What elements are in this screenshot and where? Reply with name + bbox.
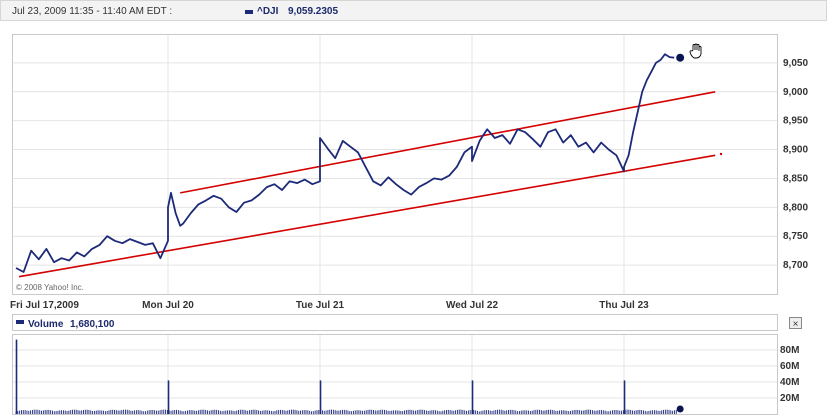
price-y-tick-label: 8,700	[783, 260, 808, 271]
current-volume-marker	[676, 405, 684, 413]
range-text: Jul 23, 2009 11:35 - 11:40 AM EDT :	[12, 6, 172, 17]
series-legend-symbol: ^DJI	[257, 6, 279, 17]
price-x-tick-label: Mon Jul 20	[142, 300, 194, 311]
series-legend-swatch	[245, 10, 253, 14]
volume-legend-swatch	[16, 320, 24, 324]
price-y-tick-label: 8,800	[783, 202, 808, 213]
price-x-tick-label: Wed Jul 22	[446, 300, 498, 311]
price-y-tick-label: 9,050	[783, 58, 808, 69]
volume-gridlines	[13, 335, 777, 414]
price-x-tick-label: Tue Jul 21	[296, 300, 345, 311]
trend-lines	[18, 90, 723, 278]
hand-cursor-icon	[689, 43, 702, 59]
price-y-tick-label: 8,900	[783, 145, 808, 156]
volume-y-tick-label: 60M	[780, 361, 799, 372]
price-plot-panel	[12, 34, 778, 295]
price-series	[15, 53, 685, 273]
price-y-tick-label: 8,750	[783, 231, 808, 242]
price-x-tick-label: Fri Jul 17,2009	[10, 300, 79, 311]
price-y-tick-label: 8,950	[783, 116, 808, 127]
price-x-axis: Fri Jul 17,2009 Mon Jul 20 Tue Jul 21 Wed J…	[10, 300, 649, 311]
header-bar	[0, 0, 827, 21]
volume-label: Volume	[28, 319, 64, 330]
price-x-tick-label: Thu Jul 23	[599, 300, 649, 311]
volume-y-tick-label: 40M	[780, 377, 799, 388]
price-series-line	[15, 53, 675, 273]
trend-line-marker	[719, 152, 723, 156]
volume-value: 1,680,100	[70, 319, 115, 330]
price-gridlines	[13, 35, 777, 294]
volume-plot-panel	[12, 334, 778, 415]
volume-y-tick-label: 20M	[780, 393, 799, 404]
copyright-text: © 2008 Yahoo! Inc.	[16, 283, 84, 292]
volume-bars	[15, 339, 684, 414]
close-icon: ×	[793, 319, 799, 330]
current-price-marker	[676, 53, 685, 62]
series-legend-value: 9,059.2305	[288, 6, 338, 17]
price-y-axis: 8,700 8,750 8,800 8,850 8,900 8,950 9,000 9,050	[783, 58, 808, 271]
trend-line	[18, 154, 716, 278]
volume-y-tick-label: 80M	[780, 345, 799, 356]
volume-close-button[interactable]: ×	[789, 317, 802, 331]
price-y-tick-label: 9,000	[783, 87, 808, 98]
trend-line	[180, 90, 716, 194]
price-y-tick-label: 8,850	[783, 173, 808, 184]
volume-y-axis: 20M 40M 60M 80M	[780, 345, 799, 404]
volume-header	[12, 314, 778, 331]
